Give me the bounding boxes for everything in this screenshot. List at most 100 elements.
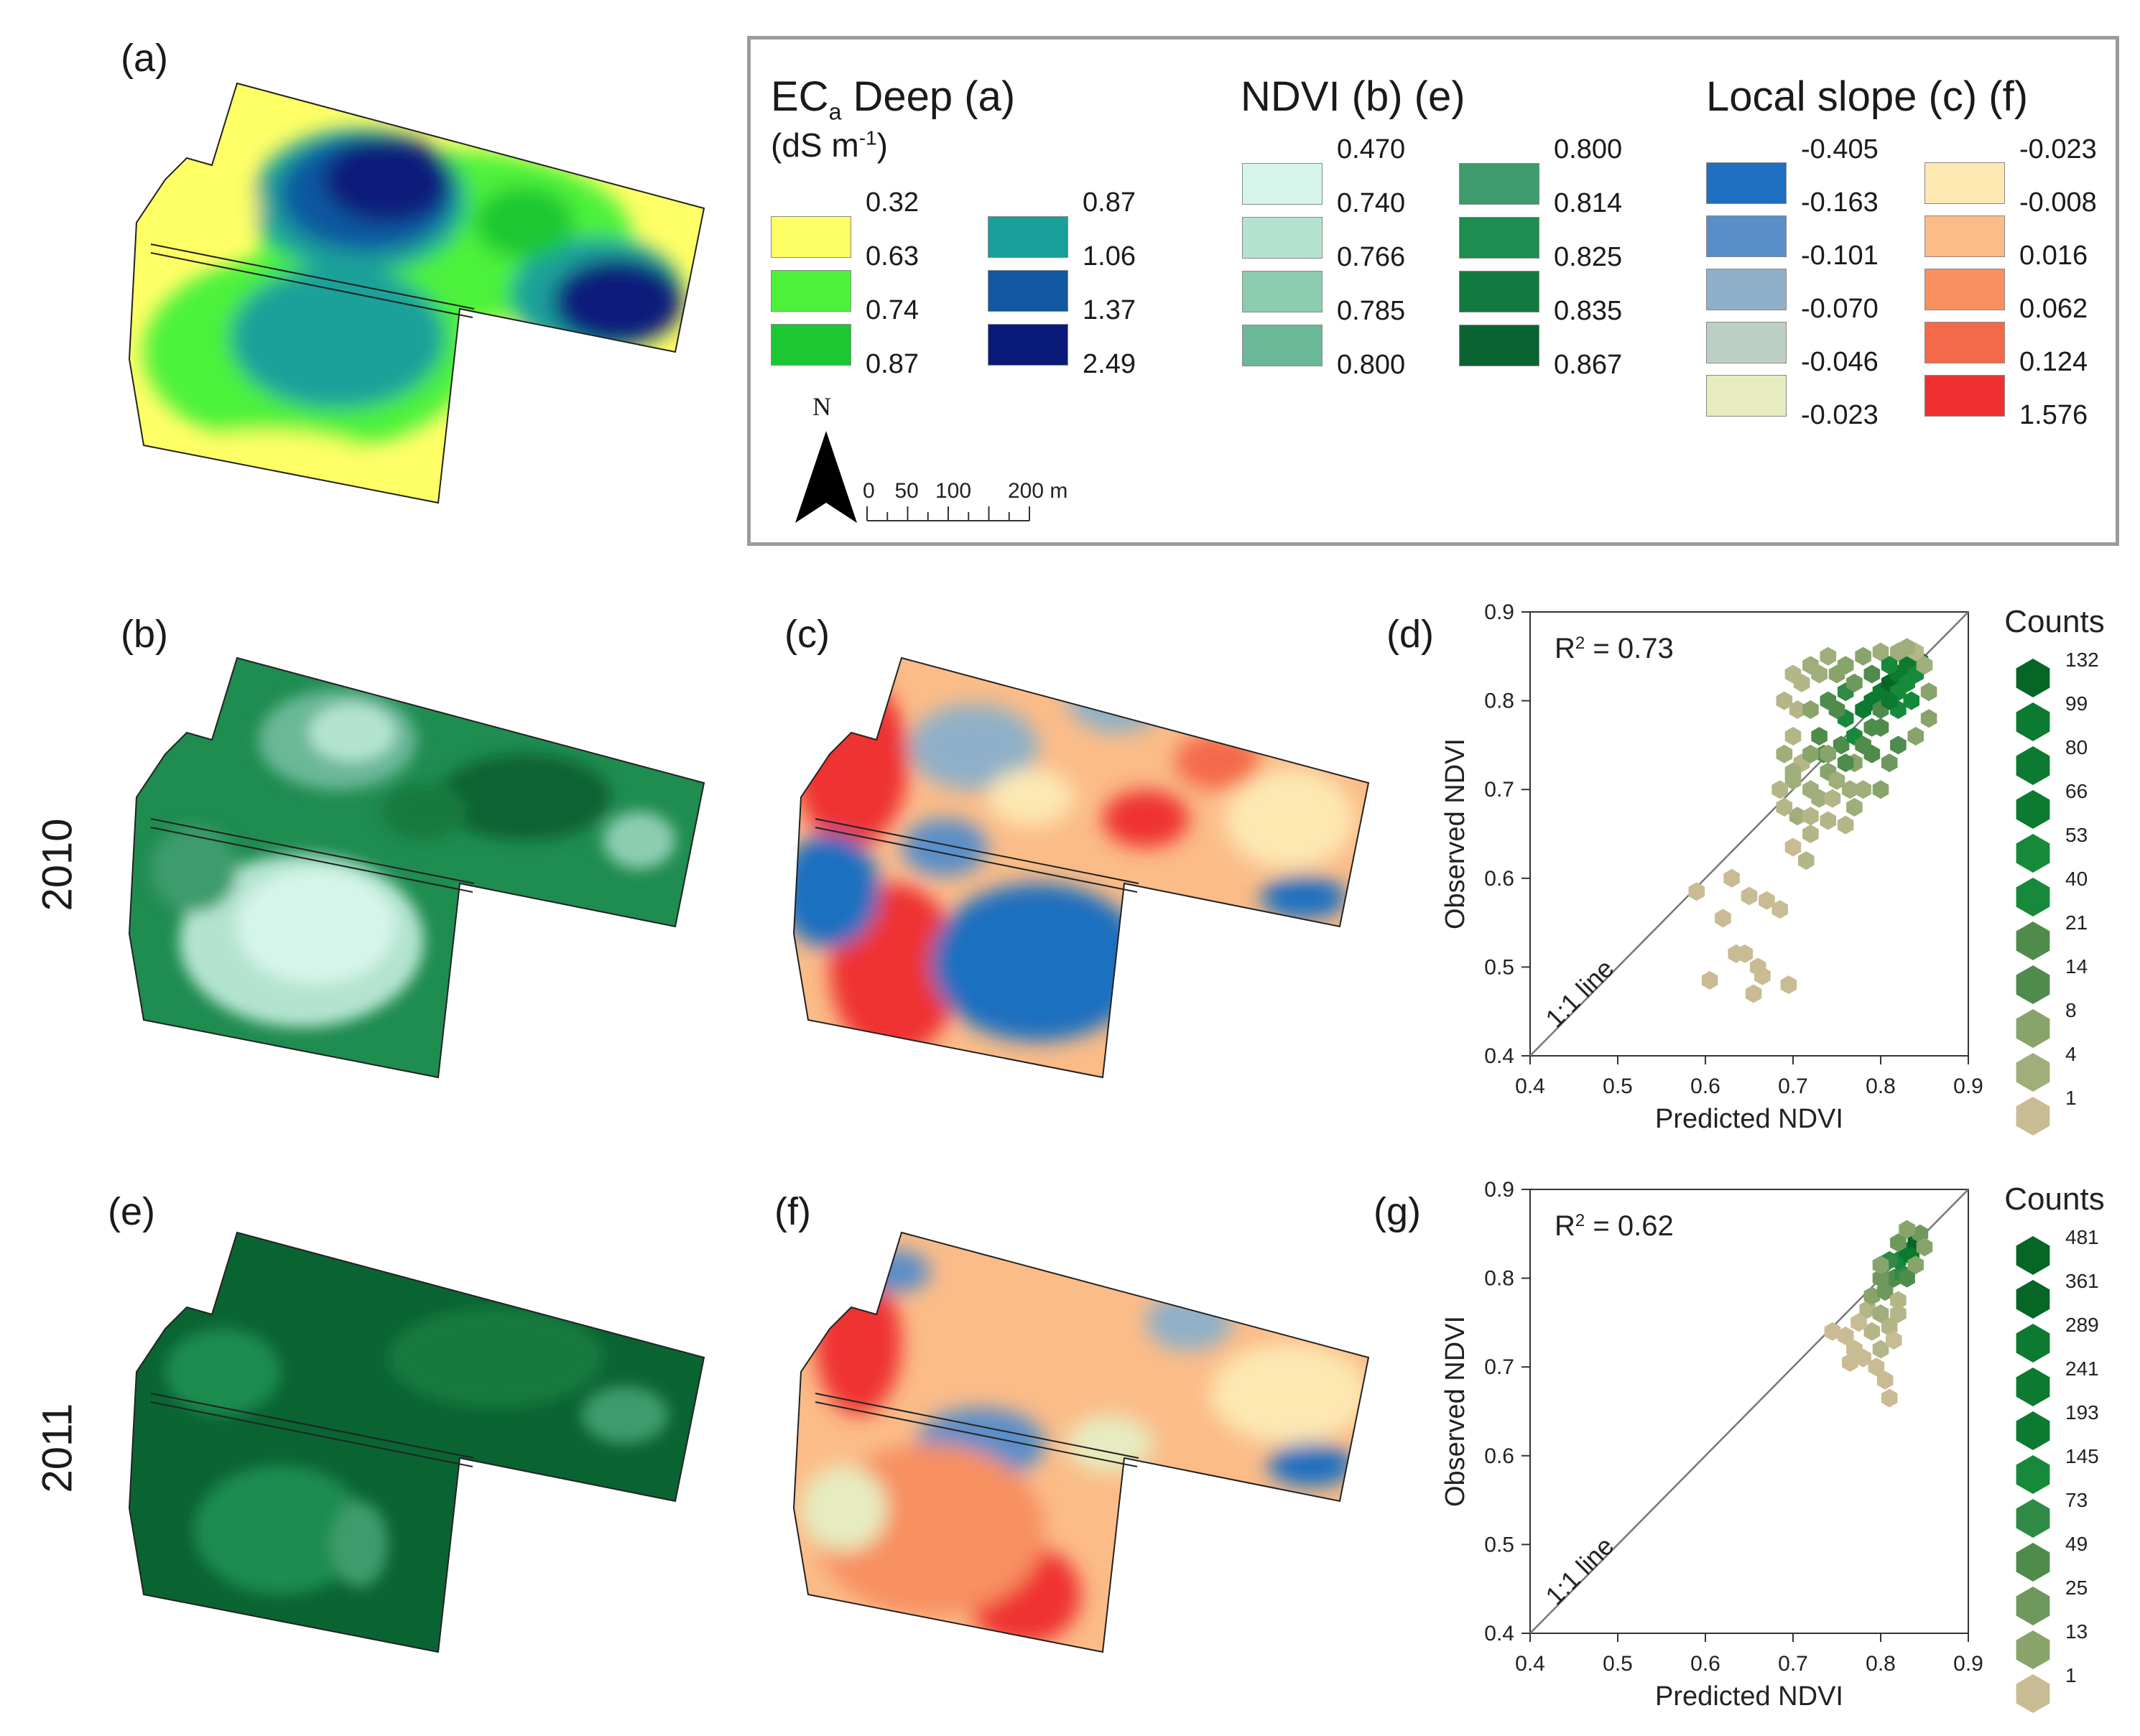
slope-legend-swatch bbox=[1924, 375, 2005, 417]
scale-bar-label: 0 bbox=[863, 479, 875, 503]
counts-legend-title: Counts bbox=[2004, 604, 2104, 639]
hexbin-point bbox=[1855, 646, 1871, 666]
hexbin-point bbox=[1701, 970, 1718, 990]
slope-legend-value: -0.070 bbox=[1801, 294, 1879, 324]
counts-legend-hex bbox=[2016, 1499, 2050, 1538]
y-tick-label: 0.8 bbox=[1484, 1267, 1514, 1291]
slope-legend-value: -0.008 bbox=[2019, 187, 2097, 218]
hexbin-point bbox=[1820, 691, 1837, 710]
y-tick-label: 0.6 bbox=[1484, 1444, 1514, 1468]
x-tick-label: 0.8 bbox=[1866, 1652, 1896, 1676]
counts-legend-value: 1 bbox=[2065, 1664, 2077, 1686]
counts-legend-hex bbox=[2016, 1280, 2050, 1319]
slope-legend-value: -0.023 bbox=[1801, 400, 1879, 430]
hexbin-point bbox=[1759, 891, 1775, 910]
x-tick-label: 0.5 bbox=[1603, 1652, 1633, 1676]
hexbin-point bbox=[1736, 944, 1754, 963]
scale-bar-label: 50 bbox=[895, 479, 919, 503]
hexbin-point bbox=[1872, 1304, 1889, 1323]
y-tick-label: 0.5 bbox=[1484, 955, 1514, 979]
counts-legend-hex bbox=[2016, 1368, 2050, 1406]
slope-legend-swatch bbox=[1706, 215, 1787, 257]
y-tick-label: 0.7 bbox=[1484, 1355, 1514, 1379]
hexbin-point bbox=[1741, 886, 1758, 906]
hexbin-point bbox=[1842, 780, 1858, 799]
eca-legend-swatch bbox=[988, 269, 1068, 312]
panel-label-e: (e) bbox=[108, 1190, 155, 1233]
counts-legend-value: 289 bbox=[2065, 1314, 2099, 1336]
hexbin-point bbox=[1824, 789, 1841, 808]
counts-legend-hex bbox=[2016, 702, 2050, 741]
eca-legend-swatch bbox=[771, 215, 851, 258]
ndvi-legend-swatch bbox=[1459, 324, 1539, 366]
hexbin-point bbox=[1789, 807, 1806, 826]
counts-legend-hex bbox=[2016, 1543, 2050, 1582]
r-squared-annotation: R2 = 0.73 bbox=[1555, 633, 1674, 664]
hexbin-point bbox=[1749, 957, 1766, 977]
counts-legend-value: 13 bbox=[2065, 1620, 2088, 1643]
counts-legend-hex bbox=[2016, 965, 2050, 1004]
counts-legend-value: 73 bbox=[2065, 1489, 2088, 1511]
panel-label-g: (g) bbox=[1374, 1190, 1421, 1233]
slope-legend-value: -0.163 bbox=[1801, 187, 1879, 218]
hexbin-point bbox=[1811, 789, 1828, 808]
scale-bar-label: 200 m bbox=[1008, 479, 1067, 503]
ndvi-legend-swatch bbox=[1242, 162, 1323, 205]
eca-unit-post: ) bbox=[876, 126, 888, 164]
eca-title-sub: a bbox=[828, 98, 842, 125]
map-b-ndvi-2010 bbox=[128, 656, 705, 1079]
eca-title-rest: Deep (a) bbox=[841, 73, 1016, 120]
ndvi-legend-swatch bbox=[1459, 216, 1539, 259]
y-tick-label: 0.4 bbox=[1484, 1044, 1514, 1068]
ndvi-legend-value: 0.785 bbox=[1337, 296, 1406, 326]
ndvi-legend-swatch bbox=[1242, 270, 1323, 312]
eca-legend-value: 1.06 bbox=[1083, 241, 1136, 271]
north-label: N bbox=[812, 392, 831, 421]
ndvi-legend-title: NDVI (b) (e) bbox=[1241, 73, 1465, 120]
hexbin-point bbox=[1820, 811, 1837, 830]
counts-legend-value: 241 bbox=[2065, 1357, 2099, 1380]
ndvi-legend-value: 0.740 bbox=[1337, 188, 1406, 218]
hexbin-point bbox=[1776, 744, 1793, 763]
eca-unit-sup: -1 bbox=[858, 126, 877, 149]
eca-legend-swatch bbox=[988, 323, 1068, 366]
counts-legend-value: 99 bbox=[2065, 692, 2088, 715]
ndvi-legend-value: 0.800 bbox=[1554, 134, 1623, 164]
slope-legend-value: 0.124 bbox=[2019, 347, 2088, 377]
hexbin-point bbox=[1828, 771, 1845, 790]
hexbin-point bbox=[1876, 1370, 1894, 1390]
ndvi-legend-swatch bbox=[1242, 216, 1323, 259]
ndvi-legend-value: 0.825 bbox=[1554, 242, 1623, 272]
counts-legend-hex bbox=[2016, 1674, 2050, 1713]
panel-label-f: (f) bbox=[774, 1190, 811, 1233]
hexbin-point bbox=[1688, 882, 1705, 901]
ndvi-legend-value: 0.766 bbox=[1337, 242, 1406, 272]
hexbin-point bbox=[1811, 727, 1828, 746]
ndvi-legend-value: 0.835 bbox=[1554, 296, 1623, 326]
eca-legend-swatch bbox=[771, 269, 851, 312]
chart-d-ndvi-2010: 0.4 0.5 0.6 0.7 0.8 0.9 0.4 0.5 0.6 0.7 0.8 0.9 Pred… bbox=[1440, 600, 2105, 1136]
hexbin-point bbox=[1916, 656, 1933, 675]
north-arrow-icon bbox=[795, 431, 857, 523]
hexbin-point bbox=[1855, 1348, 1871, 1368]
hexbin-point bbox=[1784, 727, 1802, 746]
x-tick-label: 0.6 bbox=[1690, 1074, 1720, 1098]
counts-legend-hex bbox=[2016, 834, 2050, 873]
hexbin-point bbox=[1846, 673, 1863, 692]
counts-legend-value: 193 bbox=[2065, 1401, 2099, 1424]
counts-legend-hex bbox=[2016, 790, 2050, 829]
slope-legend-swatch bbox=[1706, 375, 1787, 417]
x-tick-label: 0.7 bbox=[1778, 1652, 1808, 1676]
hexbin-point bbox=[1872, 642, 1889, 662]
hexbin-point bbox=[1837, 815, 1854, 835]
panel-label-c: (c) bbox=[784, 613, 830, 656]
hexbin-point bbox=[1811, 664, 1828, 684]
hexbin-point bbox=[1784, 762, 1802, 781]
counts-legend-hex bbox=[2016, 1053, 2050, 1092]
y-tick-label: 0.5 bbox=[1484, 1533, 1514, 1556]
hexbin-point bbox=[1890, 1304, 1907, 1323]
hexbin-point bbox=[1916, 1238, 1933, 1257]
ndvi-legend-swatch bbox=[1459, 162, 1539, 205]
counts-legend-hex bbox=[2016, 1411, 2050, 1450]
hexbin-point bbox=[1802, 807, 1819, 826]
